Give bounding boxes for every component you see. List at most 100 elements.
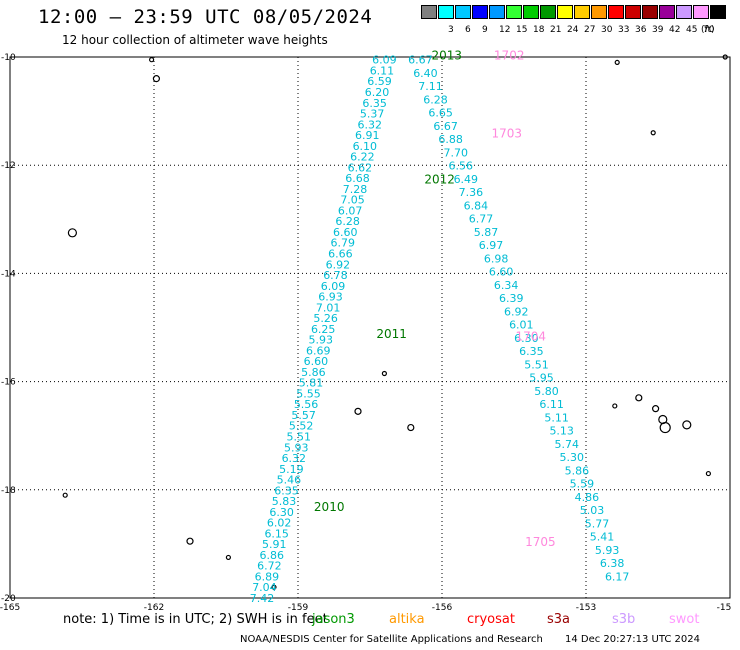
island-outline xyxy=(381,370,387,377)
legend-swatch xyxy=(438,5,454,19)
wave-height-value: 7.04 xyxy=(252,581,277,594)
pass-time-label: 2011 xyxy=(376,327,407,341)
wave-height-value: 6.92 xyxy=(504,305,529,318)
wave-height-value: 7.28 xyxy=(343,183,368,196)
wave-height-value: 5.81 xyxy=(299,377,324,390)
wave-height-value: 7.05 xyxy=(340,194,365,207)
lon-tick-label: -159 xyxy=(288,603,309,613)
legend-label: 3 xyxy=(448,25,454,35)
wave-height-value: 6.11 xyxy=(539,398,564,411)
legend-swatch xyxy=(608,5,624,19)
lon-tick-label: -153 xyxy=(576,603,596,613)
wave-height-value: 6.01 xyxy=(509,319,534,332)
legend-label: 36 xyxy=(635,25,647,35)
legend-label: 6 xyxy=(465,25,471,35)
wave-height-value: 6.77 xyxy=(469,213,494,226)
wave-height-value: 6.40 xyxy=(413,67,438,80)
wave-height-value: 5.55 xyxy=(296,387,321,400)
wave-height-value: 6.35 xyxy=(362,97,387,110)
wave-height-value: 5.59 xyxy=(570,478,595,491)
wave-height-value: 7.01 xyxy=(316,301,341,314)
wave-height-value: 6.98 xyxy=(484,252,509,265)
wave-height-value: 6.22 xyxy=(350,151,375,164)
legend-label: 18 xyxy=(533,25,545,35)
wave-height-value: 6.67 xyxy=(433,120,458,133)
wave-height-value: 5.86 xyxy=(301,366,326,379)
wave-height-value: 5.57 xyxy=(291,409,316,422)
lat-tick-label: -18 xyxy=(1,486,16,496)
wave-height-value: 5.03 xyxy=(580,504,605,517)
legend-swatch xyxy=(506,5,522,19)
wave-height-value: 6.60 xyxy=(304,355,329,368)
island-outline xyxy=(682,420,692,430)
wave-height-value: 6.39 xyxy=(499,292,524,305)
wave-height-value: 6.93 xyxy=(318,291,343,304)
wave-height-value: 6.92 xyxy=(326,258,351,271)
legend-swatch xyxy=(574,5,590,19)
wave-height-value: 6.60 xyxy=(333,226,358,239)
satellite-altika-label: altika xyxy=(389,612,425,627)
wave-height-value: 4.86 xyxy=(575,491,600,504)
wave-height-value: 6.02 xyxy=(267,517,292,530)
island-outline xyxy=(612,403,618,409)
wave-height-value: 5.51 xyxy=(286,431,311,444)
wave-height-value: 5.13 xyxy=(549,425,574,438)
wave-height-value: 5.51 xyxy=(524,358,549,371)
wave-height-value: 5.41 xyxy=(590,531,615,544)
legend-swatch xyxy=(642,5,658,19)
island-outline xyxy=(152,75,160,83)
legend-label: 27 xyxy=(584,25,596,35)
legend-swatch xyxy=(523,5,539,19)
wave-height-value: 6.59 xyxy=(367,75,392,88)
island-outline xyxy=(407,423,415,432)
lon-tick-label: -162 xyxy=(144,603,164,613)
wave-height-value: 6.84 xyxy=(464,199,489,212)
wave-height-value: 5.93 xyxy=(284,441,309,454)
wave-height-value: 6.67 xyxy=(408,54,433,67)
wave-height-value: 5.80 xyxy=(534,385,559,398)
island-outline xyxy=(271,584,277,590)
map-subtitle: 12 hour collection of altimeter wave hei… xyxy=(62,33,328,47)
island-outline xyxy=(659,421,671,434)
pass-time-label: 1703 xyxy=(492,127,523,141)
wave-height-value: 6.10 xyxy=(353,140,378,153)
wave-height-value: 6.66 xyxy=(328,247,353,260)
satellite-cryosat-label: cryosat xyxy=(467,612,515,627)
island-outline xyxy=(705,470,712,477)
island-outline xyxy=(62,492,68,498)
wave-height-value: 7.11 xyxy=(418,80,443,93)
island-outline xyxy=(614,59,620,66)
legend-swatch xyxy=(455,5,471,19)
legend-label: 21 xyxy=(550,25,562,35)
wave-height-value: 6.09 xyxy=(372,54,397,67)
satellite-s3a-label: s3a xyxy=(547,612,571,627)
wave-height-value: 6.56 xyxy=(449,160,474,173)
wave-height-value: 6.38 xyxy=(600,557,625,570)
wave-height-value: 5.74 xyxy=(554,438,579,451)
wave-height-value: 5.83 xyxy=(272,495,297,508)
wave-height-value: 6.34 xyxy=(494,279,519,292)
footer-note: note: 1) Time is in UTC; 2) SWH is in fe… xyxy=(63,612,328,627)
wave-height-value: 7.36 xyxy=(459,186,484,199)
wave-height-value: 6.15 xyxy=(264,527,289,540)
wave-height-value: 6.69 xyxy=(306,344,331,357)
legend-label: 30 xyxy=(601,25,613,35)
wave-height-value: 5.11 xyxy=(544,411,569,424)
wave-height-value: 5.52 xyxy=(289,420,314,433)
lon-tick-label: -15 xyxy=(717,603,732,613)
legend-label: 24 xyxy=(567,25,579,35)
legend-swatch xyxy=(591,5,607,19)
legend-swatch xyxy=(489,5,505,19)
wave-height-value: 6.89 xyxy=(255,570,280,583)
satellite-swot-label: swot xyxy=(669,612,700,627)
wave-height-value: 6.25 xyxy=(311,323,336,336)
island-outline xyxy=(651,405,660,413)
legend-label: 42 xyxy=(669,25,681,35)
lat-tick-label: -10 xyxy=(1,53,16,63)
wave-height-value: 6.35 xyxy=(519,345,544,358)
wave-height-value: 6.49 xyxy=(454,173,479,186)
pass-time-label: 2013 xyxy=(432,48,463,62)
wave-height-value: 5.87 xyxy=(474,226,499,239)
legend-unit: (ft) xyxy=(701,25,715,35)
island-outline xyxy=(67,228,78,238)
